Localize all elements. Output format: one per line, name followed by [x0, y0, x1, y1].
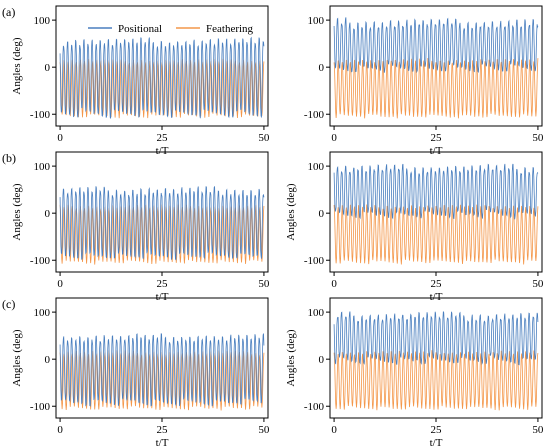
- x-tick-label: 0: [57, 278, 63, 290]
- series-line-feathering: [333, 350, 539, 411]
- x-tick-label: 0: [331, 424, 337, 436]
- y-tick-label: 0: [45, 208, 51, 220]
- series-line-feathering: [333, 58, 539, 119]
- y-tick-label: 100: [308, 15, 325, 27]
- x-tick-label: 25: [431, 424, 443, 436]
- series-line-feathering: [333, 204, 539, 265]
- y-axis-label: Angles (deg): [11, 37, 23, 94]
- y-tick-label: -100: [30, 109, 51, 121]
- x-tick-label: 50: [258, 132, 270, 144]
- series-group: [333, 17, 539, 119]
- series-group: [59, 333, 265, 411]
- x-tick-label: 25: [431, 132, 443, 144]
- y-tick-label: 100: [34, 161, 51, 173]
- series-line-positional: [333, 163, 539, 220]
- x-axis-label: t/T: [430, 145, 443, 157]
- series-group: [333, 311, 539, 411]
- subplot-r0-c0: 0 25 50 -100 0 100 t/T Angles (deg): [11, 5, 270, 157]
- subplot-r2-c1: 0 25 50 -100 0 100 t/T Angles (deg): [285, 297, 544, 448]
- y-axis-label: Angles (deg): [11, 183, 23, 240]
- y-tick-label: -100: [304, 401, 325, 413]
- subplots: 0 25 50 -100 0 100 t/T Angles (deg) 0 25 50 -100 0 10…: [11, 5, 544, 448]
- panel-label-a: (a): [2, 5, 15, 19]
- subplot-r1-c1: 0 25 50 -100 0 100 t/T Angles (deg): [285, 151, 544, 303]
- series-group: [59, 186, 265, 265]
- x-tick-label: 50: [258, 424, 270, 436]
- y-tick-label: 100: [34, 15, 51, 27]
- x-axis-label: t/T: [156, 145, 169, 157]
- x-axis-label: t/T: [156, 437, 169, 448]
- y-tick-label: -100: [304, 109, 325, 121]
- x-tick-label: 0: [331, 278, 337, 290]
- y-tick-label: 100: [308, 161, 325, 173]
- y-axis-label: Angles (deg): [285, 329, 297, 386]
- y-tick-label: 0: [45, 62, 51, 74]
- subplot-r2-c0: 0 25 50 -100 0 100 t/T Angles (deg): [11, 297, 270, 448]
- x-axis-label: t/T: [156, 291, 169, 303]
- y-tick-label: 0: [319, 354, 325, 366]
- y-tick-label: -100: [304, 255, 325, 267]
- y-tick-label: 0: [319, 62, 325, 74]
- legend-label-feathering: Feathering: [206, 23, 254, 35]
- series-line-positional: [59, 333, 265, 407]
- x-tick-label: 0: [331, 132, 337, 144]
- x-tick-label: 25: [157, 424, 169, 436]
- x-tick-label: 50: [258, 278, 270, 290]
- series-line-positional: [333, 17, 539, 74]
- y-tick-label: 0: [45, 354, 51, 366]
- x-tick-label: 50: [532, 278, 544, 290]
- legend: Positional Feathering: [88, 23, 254, 35]
- y-tick-label: 100: [308, 307, 325, 319]
- x-tick-label: 50: [532, 132, 544, 144]
- x-tick-label: 25: [157, 132, 169, 144]
- x-axis-label: t/T: [430, 291, 443, 303]
- series-line-positional: [59, 186, 265, 261]
- series-group: [59, 36, 265, 119]
- panel-label-b: (b): [2, 151, 16, 165]
- x-tick-label: 50: [532, 424, 544, 436]
- x-tick-label: 25: [157, 278, 169, 290]
- x-axis-label: t/T: [430, 437, 443, 448]
- series-group: [333, 163, 539, 265]
- y-tick-label: 100: [34, 307, 51, 319]
- y-axis-label: Angles (deg): [11, 329, 23, 386]
- panel-label-c: (c): [2, 297, 15, 311]
- y-tick-label: -100: [30, 255, 51, 267]
- x-tick-label: 0: [57, 424, 63, 436]
- legend-label-positional: Positional: [118, 23, 162, 35]
- y-tick-label: 0: [319, 208, 325, 220]
- x-tick-label: 25: [431, 278, 443, 290]
- subplot-r0-c1: 0 25 50 -100 0 100 t/T: [304, 5, 544, 157]
- y-axis-label: Angles (deg): [285, 183, 297, 240]
- x-tick-label: 0: [57, 132, 63, 144]
- series-line-positional: [333, 311, 539, 366]
- series-line-positional: [59, 36, 265, 119]
- subplot-r1-c0: 0 25 50 -100 0 100 t/T Angles (deg): [11, 151, 270, 303]
- y-tick-label: -100: [30, 401, 51, 413]
